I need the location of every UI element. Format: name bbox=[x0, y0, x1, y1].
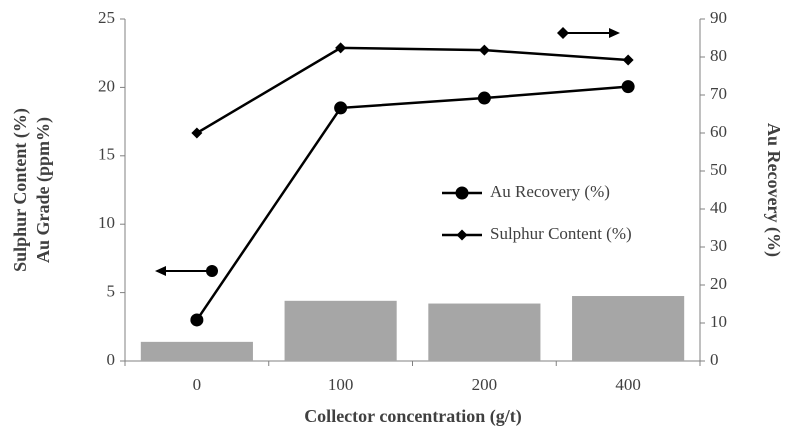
legend-text: Au Recovery (%) bbox=[490, 182, 610, 201]
point bbox=[478, 44, 490, 56]
series-line bbox=[196, 46, 629, 135]
x-tick-label: 200 bbox=[472, 375, 498, 394]
point bbox=[621, 80, 635, 94]
y2-tick-label: 80 bbox=[710, 46, 727, 65]
point bbox=[334, 101, 348, 115]
y-tick-label: 25 bbox=[98, 8, 115, 27]
y-axis-title: Sulphur Content (%) bbox=[10, 108, 31, 272]
legend-marker bbox=[455, 186, 469, 200]
y-tick-label: 15 bbox=[98, 145, 115, 164]
legend-text: Sulphur Content (%) bbox=[490, 224, 632, 243]
x-tick-label: 100 bbox=[328, 375, 354, 394]
bar bbox=[572, 296, 685, 361]
y-tick-label: 20 bbox=[98, 76, 115, 95]
y2-axis-title: Au Recovery (%) bbox=[763, 123, 784, 257]
bar bbox=[140, 341, 253, 361]
x-tick-label: 400 bbox=[615, 375, 641, 394]
y2-tick-label: 0 bbox=[710, 350, 719, 369]
x-tick-label: 0 bbox=[193, 375, 202, 394]
point bbox=[190, 313, 204, 327]
y-tick-label: 10 bbox=[98, 213, 115, 232]
point bbox=[335, 42, 347, 54]
series-line bbox=[195, 85, 629, 321]
y2-tick-label: 20 bbox=[710, 274, 727, 293]
y-tick-label: 5 bbox=[107, 282, 116, 301]
y2-tick-label: 70 bbox=[710, 84, 727, 103]
left-arrow bbox=[155, 265, 218, 277]
y-axis-title: Au Grade (ppm%) bbox=[33, 117, 54, 263]
y-tick-label: 0 bbox=[107, 350, 116, 369]
point bbox=[191, 127, 203, 139]
point bbox=[622, 54, 634, 66]
legend-marker bbox=[456, 229, 468, 241]
x-axis-title: Collector concentration (g/t) bbox=[304, 406, 522, 427]
right-arrow bbox=[557, 27, 620, 39]
y2-tick-label: 40 bbox=[710, 198, 727, 217]
y2-tick-label: 50 bbox=[710, 160, 727, 179]
bar bbox=[428, 303, 541, 361]
point bbox=[477, 91, 491, 105]
bar bbox=[284, 300, 397, 361]
y2-tick-label: 10 bbox=[710, 312, 727, 331]
y2-tick-label: 30 bbox=[710, 236, 727, 255]
y2-tick-label: 90 bbox=[710, 8, 727, 27]
y2-tick-label: 60 bbox=[710, 122, 727, 141]
